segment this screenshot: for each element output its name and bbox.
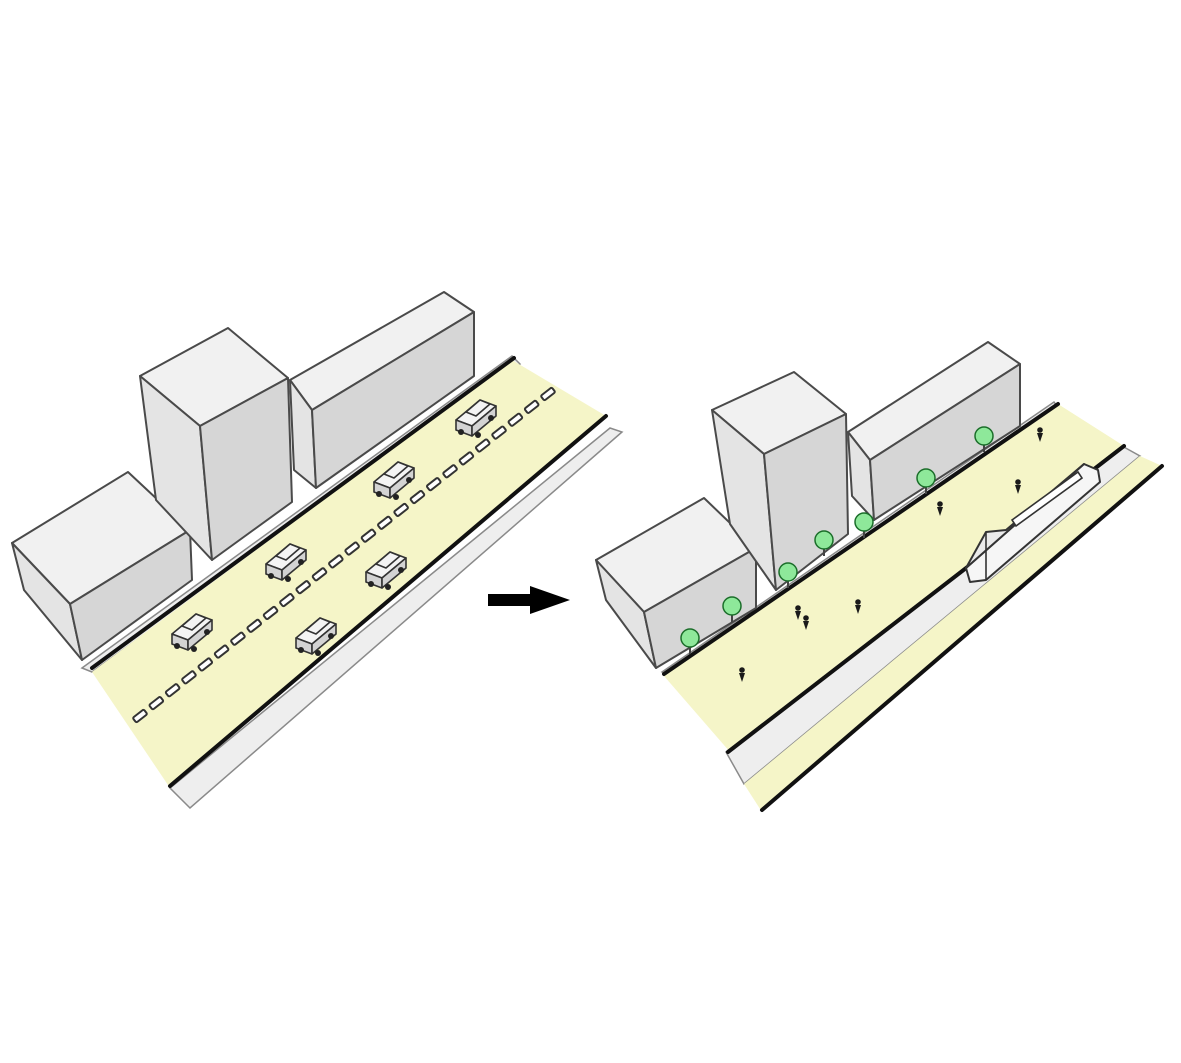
lane-dash: [262, 605, 279, 621]
car-icon: [455, 399, 497, 438]
right-arrow-icon: [488, 586, 570, 614]
lane-dash: [148, 696, 165, 711]
lane-dash: [279, 593, 295, 608]
lane-dash: [197, 657, 214, 672]
lane-dash: [311, 567, 328, 582]
tree-icon: [778, 562, 798, 588]
car-icon: [171, 613, 213, 652]
after-trees: [680, 426, 994, 654]
lane-dash: [442, 464, 458, 479]
after-plaza: [664, 404, 1124, 752]
before-cars: [171, 399, 497, 656]
pedestrian-icon: [739, 667, 745, 682]
tree-icon: [680, 628, 700, 654]
pedestrian-icon: [795, 605, 801, 620]
after-pedestrians: [739, 427, 1043, 682]
lane-dash: [458, 451, 475, 466]
after-building-long: [847, 341, 1021, 521]
tree-icon: [974, 426, 994, 452]
lane-dash: [164, 683, 181, 698]
car-icon: [265, 543, 307, 582]
lane-dash: [491, 425, 507, 440]
car-icon: [365, 551, 407, 590]
lane-dash: [409, 489, 426, 505]
lane-dash: [132, 708, 148, 724]
before-scene: [11, 291, 624, 810]
before-building-long: [289, 291, 475, 489]
lane-dash: [344, 541, 360, 556]
pedestrian-icon: [803, 615, 809, 630]
lane-dash: [213, 644, 230, 659]
after-road-front: [744, 456, 1162, 812]
tree-icon: [814, 530, 834, 556]
lane-dash: [328, 554, 344, 569]
lane-dash: [181, 670, 197, 685]
lane-dash: [393, 502, 409, 517]
after-edge-front: [760, 464, 1164, 812]
tree-icon: [854, 512, 874, 538]
pedestrian-icon: [855, 599, 861, 614]
lane-dash: [230, 631, 246, 646]
car-icon: [373, 461, 415, 500]
tram: [965, 463, 1101, 583]
before-road: [92, 360, 606, 788]
lane-dash: [295, 580, 311, 595]
before-road-edge-front: [168, 414, 608, 788]
lane-dash: [474, 438, 491, 453]
before-road-edge-back: [90, 356, 516, 670]
lane-dash: [523, 399, 540, 414]
car-icon: [295, 617, 337, 656]
tree-icon: [916, 468, 936, 494]
lane-dash: [377, 515, 393, 530]
lane-dash: [540, 386, 556, 402]
tree-icon: [722, 596, 742, 622]
before-building-small: [11, 471, 193, 661]
before-lane-dashes: [132, 386, 556, 724]
before-sidewalk-front: [168, 427, 624, 810]
before-building-tall: [139, 327, 293, 561]
lane-dash: [360, 528, 377, 543]
lane-dash: [246, 618, 262, 633]
pedestrian-icon: [1015, 479, 1021, 494]
lane-dash: [507, 412, 524, 427]
after-scene: [595, 341, 1164, 812]
pedestrian-icon: [1037, 427, 1043, 442]
pedestrian-icon: [937, 501, 943, 516]
after-edge-back: [662, 402, 1060, 676]
after-building-small: [595, 497, 757, 669]
lane-dash: [426, 477, 442, 492]
